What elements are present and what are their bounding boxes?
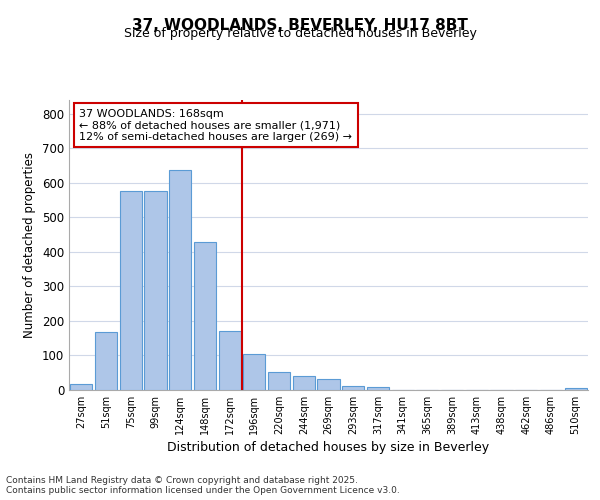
Bar: [268, 372, 290, 390]
Text: 37 WOODLANDS: 168sqm
← 88% of detached houses are smaller (1,971)
12% of semi-de: 37 WOODLANDS: 168sqm ← 88% of detached h…: [79, 108, 352, 142]
Y-axis label: Number of detached properties: Number of detached properties: [23, 152, 37, 338]
Bar: [194, 242, 216, 390]
Bar: [119, 191, 142, 390]
Text: 37, WOODLANDS, BEVERLEY, HU17 8BT: 37, WOODLANDS, BEVERLEY, HU17 8BT: [132, 18, 468, 32]
Text: Size of property relative to detached houses in Beverley: Size of property relative to detached ho…: [124, 28, 476, 40]
Bar: [342, 386, 364, 390]
Bar: [145, 191, 167, 390]
Text: Contains HM Land Registry data © Crown copyright and database right 2025.
Contai: Contains HM Land Registry data © Crown c…: [6, 476, 400, 495]
X-axis label: Distribution of detached houses by size in Beverley: Distribution of detached houses by size …: [167, 441, 490, 454]
Bar: [317, 379, 340, 390]
Bar: [293, 376, 315, 390]
Bar: [70, 384, 92, 390]
Bar: [169, 170, 191, 390]
Bar: [218, 332, 241, 390]
Bar: [367, 386, 389, 390]
Bar: [95, 332, 117, 390]
Bar: [243, 354, 265, 390]
Bar: [565, 388, 587, 390]
